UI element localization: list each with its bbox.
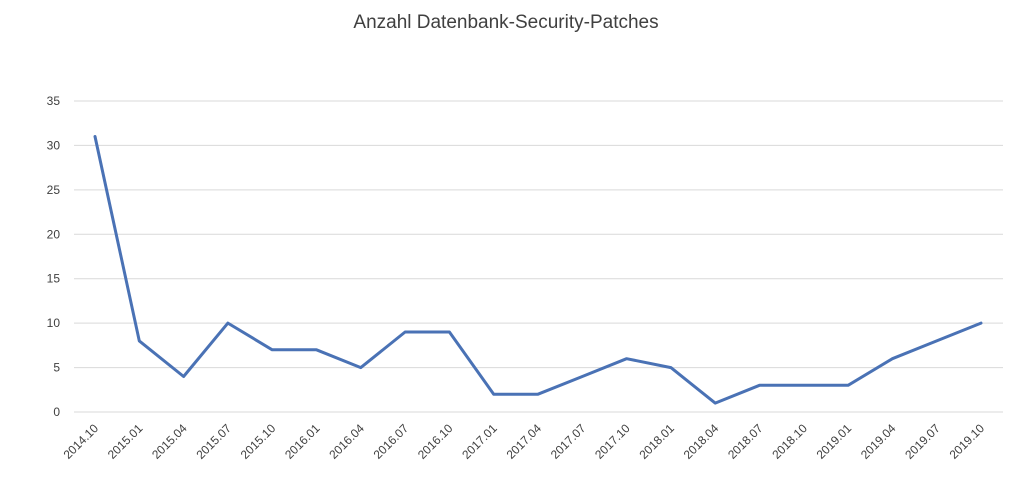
y-axis-tick-labels: 0 5 10 15 20 25 30 35 xyxy=(47,94,61,419)
x-tick-label: 2019.10 xyxy=(947,421,988,462)
chart-title: Anzahl Datenbank-Security-Patches xyxy=(353,12,658,33)
y-tick-label: 25 xyxy=(47,183,61,197)
gridlines xyxy=(74,100,1003,413)
data-point xyxy=(138,340,140,342)
data-point xyxy=(626,358,628,360)
data-point xyxy=(404,331,406,333)
data-point xyxy=(891,358,893,360)
data-point xyxy=(183,376,185,377)
x-tick-label: 2018.04 xyxy=(681,421,722,462)
series-line xyxy=(93,135,983,405)
x-tick-label: 2015.01 xyxy=(105,421,146,462)
x-tick-label: 2018.07 xyxy=(725,421,766,462)
x-tick-label: 2014.10 xyxy=(61,421,102,462)
x-tick-label: 2019.01 xyxy=(814,421,855,462)
data-point xyxy=(271,349,273,351)
x-tick-label: 2019.07 xyxy=(902,421,943,462)
y-tick-label: 10 xyxy=(47,316,61,330)
y-tick-label: 0 xyxy=(53,405,60,419)
x-tick-label: 2016.01 xyxy=(282,421,323,462)
data-point xyxy=(714,402,716,404)
data-point xyxy=(360,367,362,369)
data-point xyxy=(759,384,760,386)
x-tick-label: 2016.10 xyxy=(415,421,456,462)
x-tick-label: 2017.04 xyxy=(504,421,545,462)
x-tick-label: 2017.10 xyxy=(592,421,633,462)
series-lines xyxy=(93,135,983,405)
data-point xyxy=(316,349,317,351)
data-point xyxy=(448,331,450,333)
x-tick-label: 2015.04 xyxy=(149,421,190,462)
data-point xyxy=(493,393,495,395)
data-point xyxy=(537,393,539,395)
x-tick-label: 2017.07 xyxy=(548,421,589,462)
data-point xyxy=(581,376,583,377)
y-tick-label: 30 xyxy=(47,138,61,152)
data-point xyxy=(94,136,96,137)
x-tick-label: 2016.04 xyxy=(326,421,367,462)
x-tick-label: 2015.07 xyxy=(193,421,234,462)
y-tick-label: 5 xyxy=(53,361,60,375)
y-tick-label: 35 xyxy=(47,94,61,108)
data-point xyxy=(980,322,982,324)
x-tick-label: 2018.01 xyxy=(636,421,677,462)
data-point xyxy=(670,367,672,369)
data-point xyxy=(803,384,805,386)
data-point xyxy=(936,340,938,342)
x-tick-label: 2017.01 xyxy=(459,421,500,462)
x-tick-label: 2015.10 xyxy=(238,421,279,462)
data-point xyxy=(847,384,849,386)
y-tick-label: 15 xyxy=(47,272,61,286)
x-axis-tick-labels: 2014.10 2015.01 2015.04 2015.07 2015.10 2016.… xyxy=(61,421,988,462)
y-tick-label: 20 xyxy=(47,227,61,241)
x-tick-label: 2018.10 xyxy=(769,421,810,462)
x-tick-label: 2019.04 xyxy=(858,421,899,462)
data-point xyxy=(227,322,229,324)
x-tick-label: 2016.07 xyxy=(371,421,412,462)
